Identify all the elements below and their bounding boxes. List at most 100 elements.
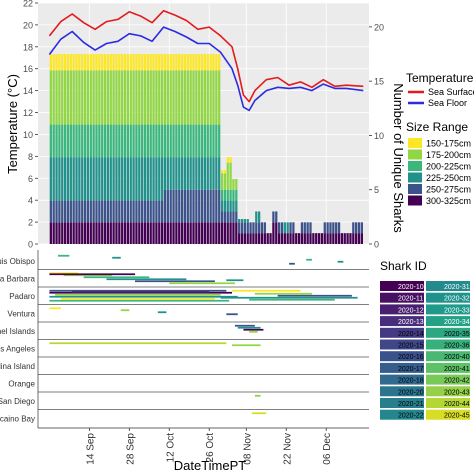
bar-segment xyxy=(303,233,306,244)
bar-segment xyxy=(75,157,78,201)
bar-segment xyxy=(72,200,75,223)
bar-segment xyxy=(215,54,218,71)
y2-tick-label: 10 xyxy=(374,131,384,141)
bar-segment xyxy=(61,124,64,158)
bar-segment xyxy=(121,200,124,223)
bar-segment xyxy=(86,200,90,223)
bar-segment xyxy=(300,222,304,234)
bar-segment xyxy=(337,222,341,234)
bar-segment xyxy=(69,200,72,223)
bar-segment xyxy=(200,222,204,244)
bar-segment xyxy=(238,222,241,234)
bar-segment xyxy=(189,189,192,223)
bar-segment xyxy=(258,222,261,234)
bar-segment xyxy=(112,54,115,71)
bar-segment xyxy=(83,157,87,201)
bar-segment xyxy=(135,70,138,125)
bar-segment xyxy=(260,233,264,244)
bar-segment xyxy=(172,222,175,244)
bar-segment xyxy=(83,70,87,125)
bar-segment xyxy=(98,222,101,244)
temperature-legend-title: Temperature Data xyxy=(406,71,474,85)
bar-segment xyxy=(69,222,72,244)
bar-segment xyxy=(235,222,238,244)
bar-segment xyxy=(155,124,158,158)
bar-segment xyxy=(243,222,247,234)
bar-segment xyxy=(232,189,235,201)
y2-tick-label: 20 xyxy=(374,22,384,32)
bar-segment xyxy=(186,222,189,244)
shark-id-label: 2020-44 xyxy=(444,401,470,408)
bar-segment xyxy=(75,54,78,71)
bar-segment xyxy=(226,157,229,163)
size-legend-label: 225-250cm xyxy=(426,173,471,183)
bar-segment xyxy=(121,157,124,201)
bar-segment xyxy=(121,70,124,125)
bar-segment xyxy=(218,157,221,190)
bar-segment xyxy=(346,233,349,244)
bar-segment xyxy=(160,54,164,71)
bar-segment xyxy=(86,124,90,158)
location-label: Los Angeles xyxy=(0,344,35,353)
bar-segment xyxy=(109,157,112,201)
x-tick-label: 08 Nov xyxy=(242,433,253,465)
shark-id-label: 2020-18 xyxy=(398,378,424,385)
bar-segment xyxy=(149,54,152,71)
bar-segment xyxy=(183,157,187,190)
bar-segment xyxy=(186,189,189,223)
bar-segment xyxy=(55,54,58,71)
bar-segment xyxy=(180,189,184,223)
bar-segment xyxy=(103,54,107,71)
bar-segment xyxy=(146,200,149,223)
bar-segment xyxy=(183,124,187,158)
bar-segment xyxy=(335,233,338,244)
bar-segment xyxy=(186,54,189,71)
y2-axis-ticks: 0 5 10 15 20 xyxy=(369,22,384,250)
bar-segment xyxy=(220,170,224,174)
bar-segment xyxy=(123,54,127,71)
bar-segment xyxy=(235,178,238,190)
shark-id-swatch xyxy=(426,398,470,408)
bar-segment xyxy=(135,157,138,201)
bar-segment xyxy=(118,222,121,244)
bar-segment xyxy=(183,189,187,223)
bar-segment xyxy=(123,157,127,201)
bar-segment xyxy=(89,54,92,71)
bar-segment xyxy=(360,222,363,234)
bar-segment xyxy=(240,219,244,223)
bar-segment xyxy=(349,233,352,244)
bar-segment xyxy=(138,124,141,158)
bar-segment xyxy=(158,54,161,71)
bar-segment xyxy=(172,54,175,71)
bar-segment xyxy=(277,222,281,234)
bar-segment xyxy=(195,54,198,71)
bar-segment xyxy=(357,233,361,244)
bar-segment xyxy=(115,70,118,125)
bar-segment xyxy=(95,124,98,158)
bar-segment xyxy=(132,124,135,158)
shark-id-swatch xyxy=(426,316,470,327)
bar-segment xyxy=(98,54,101,71)
bar-segment xyxy=(229,222,232,244)
y-tick-label: 6 xyxy=(28,174,33,184)
bar-segment xyxy=(295,233,298,244)
bar-segment xyxy=(132,157,135,201)
shark-id-swatch xyxy=(426,409,470,420)
bar-segment xyxy=(66,157,70,201)
bar-segment xyxy=(306,233,309,244)
bar-segment xyxy=(175,222,178,244)
top-panel: 0 2 4 6 8 10 12 14 16 18 20 22 0 5 10 15 20 Temperature… xyxy=(5,0,406,250)
bar-segment xyxy=(58,70,61,125)
bar-segment xyxy=(89,222,92,244)
temperature-line-sea-floor xyxy=(48,26,364,112)
bar-segment xyxy=(66,200,70,223)
bar-segment xyxy=(277,233,281,244)
bar-segment xyxy=(61,200,64,223)
shark-id-label: 2020-15 xyxy=(398,343,424,350)
bar-segment xyxy=(186,70,189,125)
bar-segment xyxy=(180,54,184,71)
bar-segment xyxy=(149,70,152,125)
bar-segment xyxy=(69,54,72,71)
